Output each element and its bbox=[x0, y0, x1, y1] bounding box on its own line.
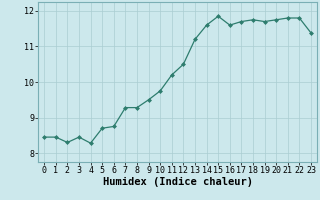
X-axis label: Humidex (Indice chaleur): Humidex (Indice chaleur) bbox=[103, 177, 252, 187]
